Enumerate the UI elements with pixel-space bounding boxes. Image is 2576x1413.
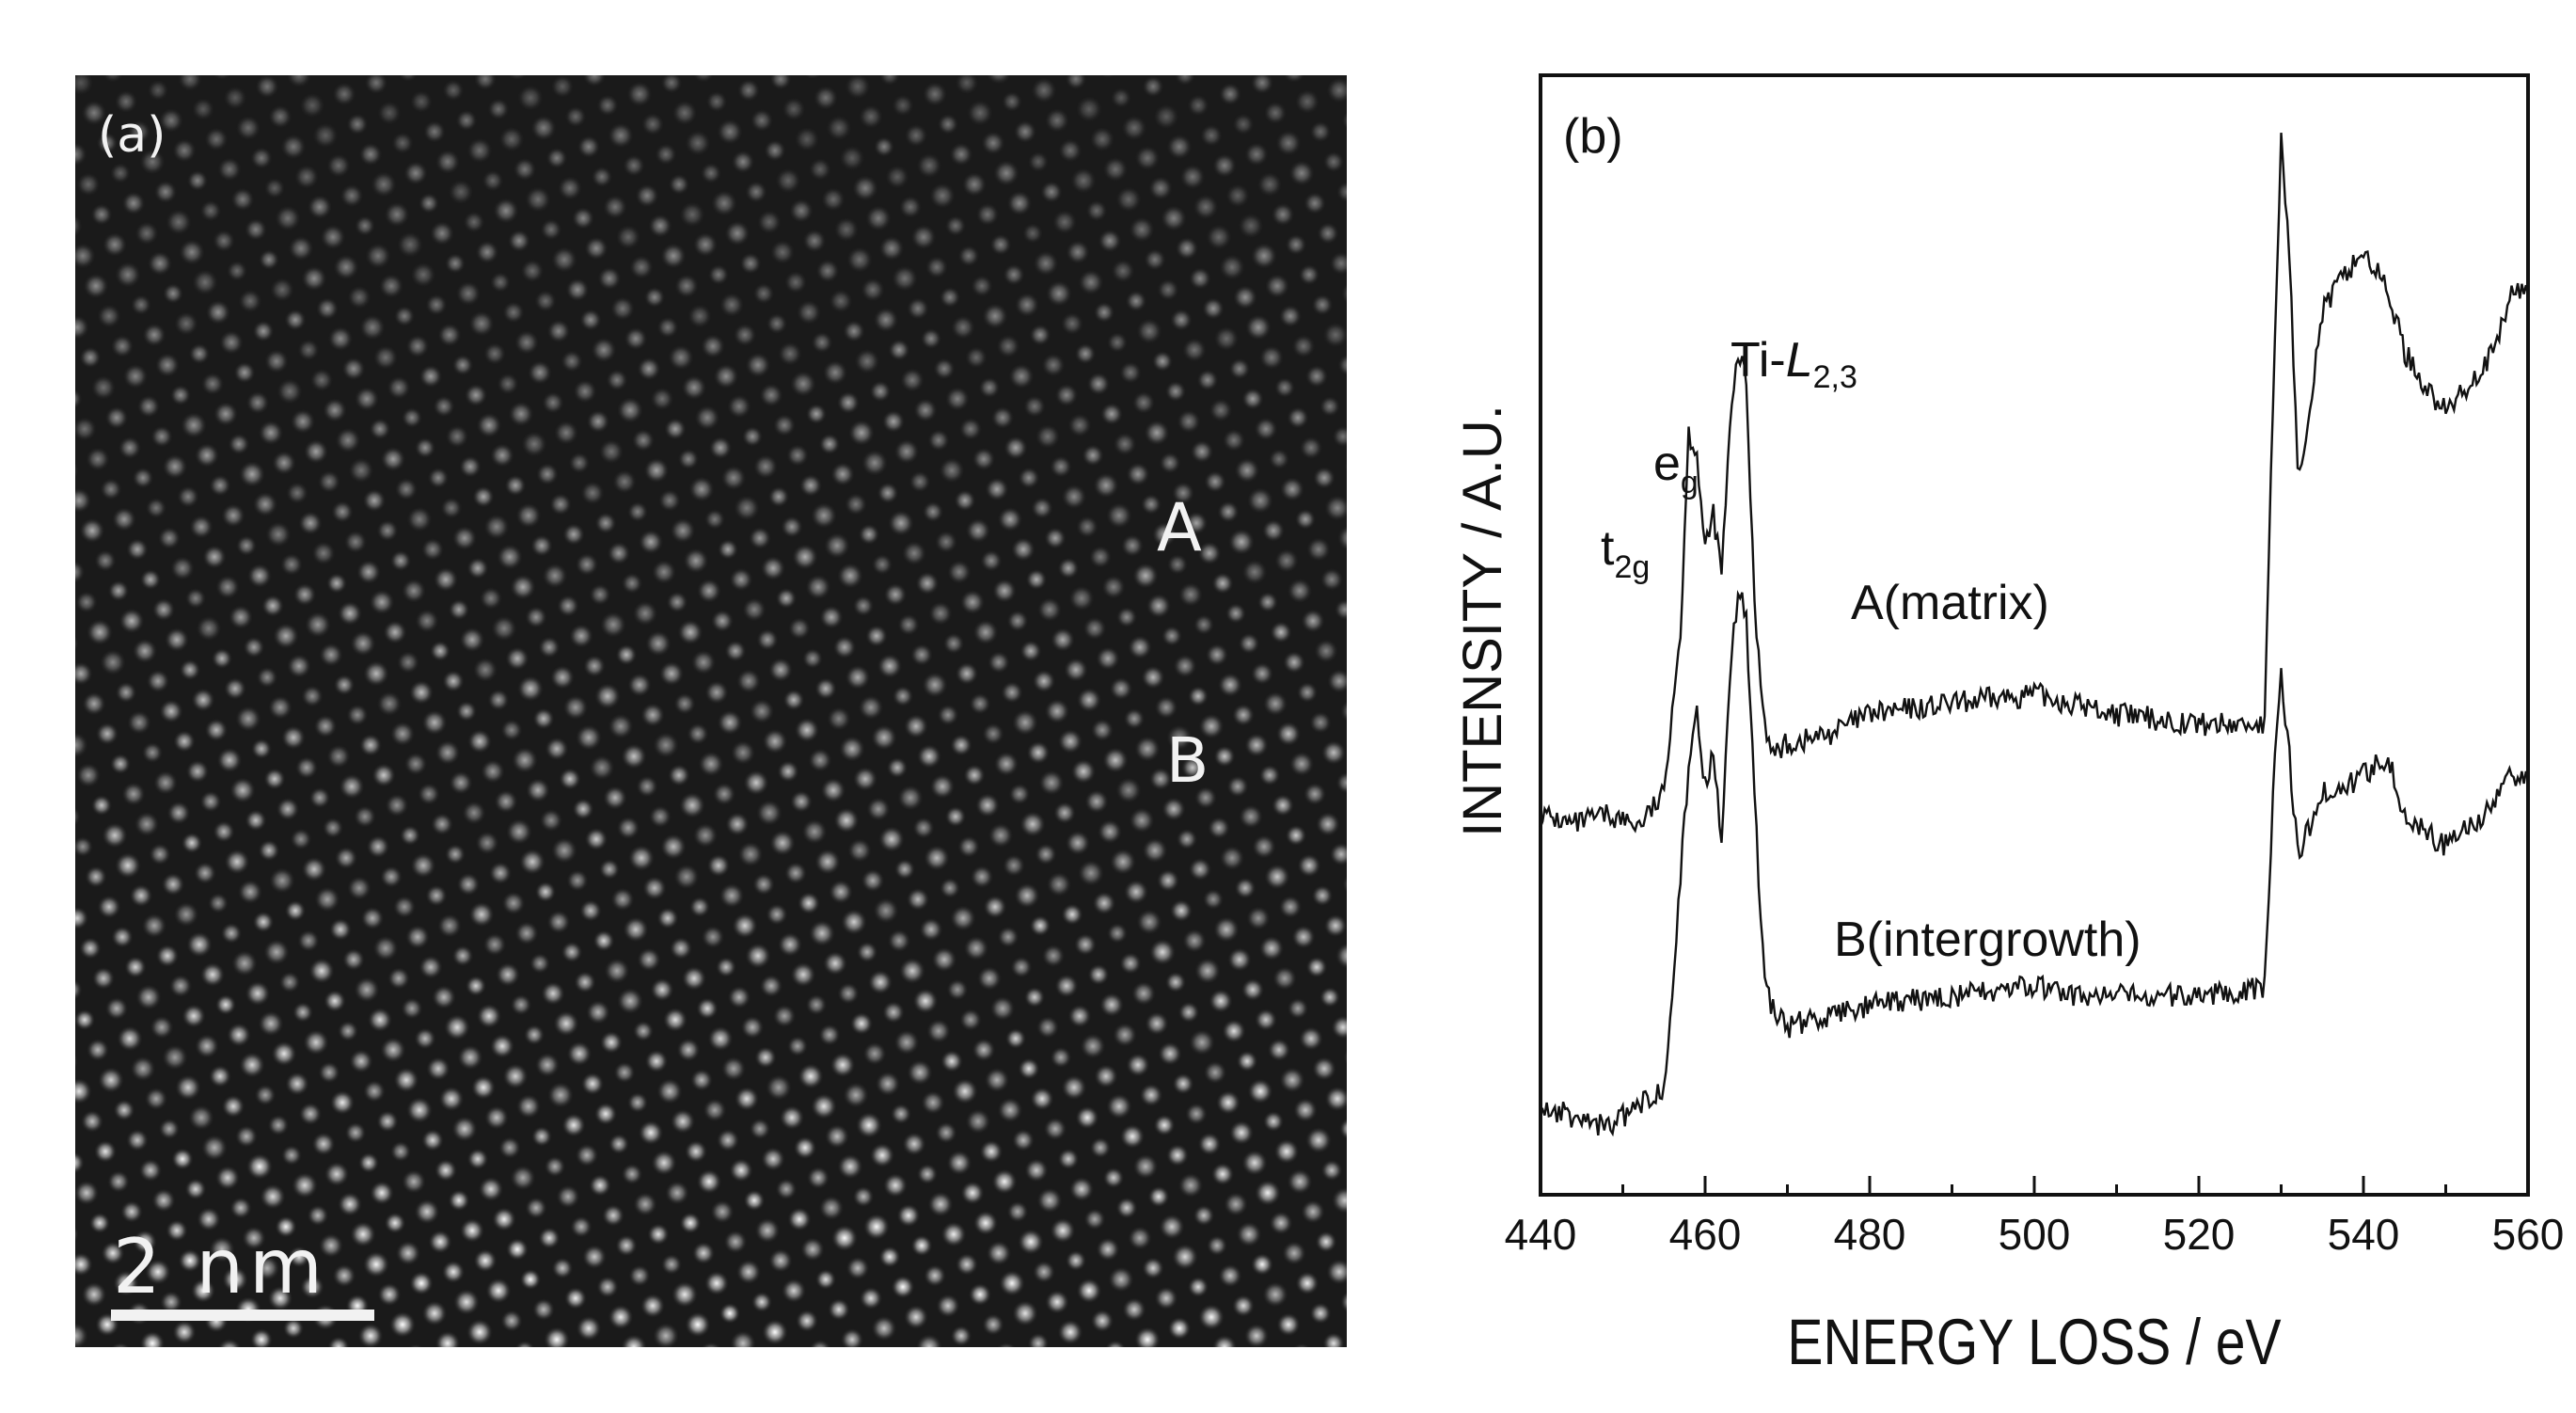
series-b-intergrowth-line bbox=[1540, 589, 2530, 1137]
x-tick-label-500: 500 bbox=[1999, 1210, 2071, 1259]
x-tick-label-440: 440 bbox=[1505, 1210, 1577, 1259]
x-axis-ticks bbox=[1539, 1176, 2530, 1195]
y-axis-label: INTENSITY / A.U. bbox=[1452, 405, 1513, 837]
series-a-matrix-line bbox=[1539, 133, 2530, 834]
region-a-marker: A bbox=[1157, 489, 1202, 566]
t2g-annotation: t2g bbox=[1601, 521, 1650, 585]
x-tick-label-520: 520 bbox=[2163, 1210, 2236, 1259]
region-b-marker: B bbox=[1166, 724, 1209, 797]
series-a-label: A(matrix) bbox=[1851, 576, 2049, 630]
haadf-stem-image: (a) A B 2 nm bbox=[75, 75, 1347, 1347]
x-axis-tick-labels: 440 460 480 500 520 540 560 bbox=[1505, 1210, 2565, 1259]
scale-bar-label: 2 nm bbox=[113, 1223, 328, 1310]
ti-l23-annotation: Ti-L2,3 bbox=[1731, 333, 1857, 395]
x-tick-label-560: 560 bbox=[2492, 1210, 2565, 1259]
x-tick-label-540: 540 bbox=[2328, 1210, 2400, 1259]
panel-b-label: (b) bbox=[1563, 109, 1623, 164]
x-axis-label: ENERGY LOSS / eV bbox=[1787, 1307, 2281, 1378]
eels-spectrum-chart: 440 460 480 500 520 540 560 (b) Ti-L2,3 eg t2g… bbox=[1452, 73, 2565, 1378]
scale-bar bbox=[111, 1310, 374, 1321]
x-tick-label-460: 460 bbox=[1669, 1210, 1742, 1259]
series-b-label: B(intergrowth) bbox=[1834, 913, 2141, 967]
plot-frame bbox=[1539, 73, 2530, 1197]
panel-a-label: (a) bbox=[98, 107, 166, 164]
x-tick-label-480: 480 bbox=[1834, 1210, 1906, 1259]
eg-annotation: eg bbox=[1653, 437, 1699, 500]
atomic-lattice-image bbox=[75, 75, 1347, 1347]
